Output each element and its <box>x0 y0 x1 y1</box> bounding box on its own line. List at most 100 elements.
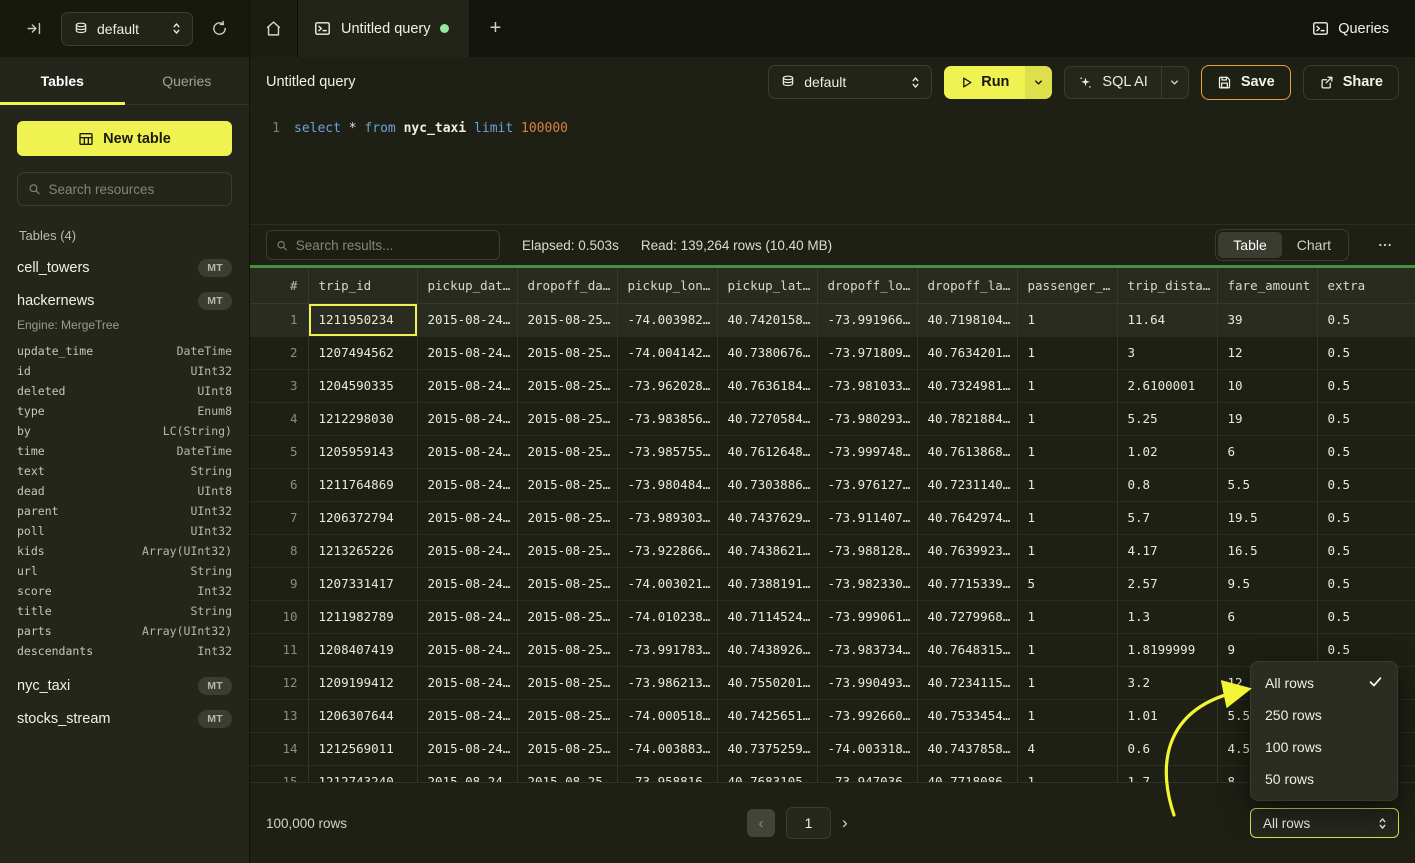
search-results-input[interactable] <box>295 237 490 253</box>
table-cell[interactable]: 4.17 <box>1117 534 1218 568</box>
sql-ai-button[interactable]: SQL AI <box>1064 65 1189 99</box>
table-cell[interactable]: 40.7648315… <box>917 633 1018 667</box>
table-cell[interactable]: 6 <box>1217 600 1318 634</box>
previous-page-button[interactable]: ‹ <box>747 809 775 837</box>
table-cell[interactable]: 40.7425651… <box>717 699 818 733</box>
table-cell[interactable]: -74.003318… <box>817 732 918 766</box>
table-cell[interactable]: -73.999748… <box>817 435 918 469</box>
table-cell[interactable]: 0.5 <box>1317 501 1415 535</box>
table-cell[interactable]: 1212298030 <box>308 402 418 436</box>
table-cell[interactable]: 40.7380676… <box>717 336 818 370</box>
table-cell[interactable]: 40.7437858… <box>917 732 1018 766</box>
table-cell[interactable]: 2015-08-25… <box>517 501 618 535</box>
table-cell[interactable]: 40.7234115… <box>917 666 1018 700</box>
table-cell[interactable]: 40.7634201… <box>917 336 1018 370</box>
table-cell[interactable]: 19.5 <box>1217 501 1318 535</box>
table-cell[interactable]: 2015-08-24… <box>417 336 518 370</box>
table-cell[interactable]: -73.983734… <box>817 633 918 667</box>
table-cell[interactable]: 0.5 <box>1317 303 1415 337</box>
table-cell[interactable]: -73.947036… <box>817 765 918 782</box>
table-cell[interactable]: 1206372794 <box>308 501 418 535</box>
table-cell[interactable]: 2015-08-24… <box>417 501 518 535</box>
table-cell[interactable]: 2015-08-25… <box>517 732 618 766</box>
table-cell[interactable]: -73.981033… <box>817 369 918 403</box>
table-cell[interactable]: 1.02 <box>1117 435 1218 469</box>
table-cell[interactable]: 1 <box>1017 534 1118 568</box>
table-cell[interactable]: 40.7324981… <box>917 369 1018 403</box>
table-cell[interactable]: 40.7375259… <box>717 732 818 766</box>
column-header[interactable]: # <box>250 268 309 304</box>
table-cell[interactable]: -74.000518… <box>617 699 718 733</box>
table-cell[interactable]: 1 <box>1017 666 1118 700</box>
table-cell[interactable]: -73.911407… <box>817 501 918 535</box>
table-cell[interactable]: 1 <box>1017 765 1118 782</box>
table-cell[interactable]: -73.992660… <box>817 699 918 733</box>
table-cell[interactable]: 2015-08-25… <box>517 468 618 502</box>
table-cell[interactable]: 40.7533454… <box>917 699 1018 733</box>
table-cell[interactable]: 11.64 <box>1117 303 1218 337</box>
table-cell[interactable]: 19 <box>1217 402 1318 436</box>
run-options-caret[interactable] <box>1025 65 1053 99</box>
home-tab[interactable] <box>250 0 298 57</box>
sql-editor[interactable]: 1 select * from nyc_taxi limit 100000 <box>250 107 1415 225</box>
table-cell[interactable]: 40.7550201… <box>717 666 818 700</box>
table-cell[interactable]: -73.980293… <box>817 402 918 436</box>
table-cell[interactable]: 1 <box>1017 435 1118 469</box>
table-cell[interactable]: 2015-08-25… <box>517 699 618 733</box>
table-cell[interactable]: 40.7198104… <box>917 303 1018 337</box>
table-cell[interactable]: 2.6100001 <box>1117 369 1218 403</box>
run-button-main[interactable]: Run <box>944 65 1026 99</box>
table-cell[interactable]: -74.003883… <box>617 732 718 766</box>
new-tab-button[interactable]: + <box>470 0 520 57</box>
table-cell[interactable]: 2015-08-25… <box>517 303 618 337</box>
table-cell[interactable]: 1 <box>1017 699 1118 733</box>
code-line[interactable]: select * from nyc_taxi limit 100000 <box>294 119 1415 224</box>
table-cell[interactable]: -73.986213… <box>617 666 718 700</box>
column-header[interactable]: dropoff_da… <box>517 268 618 304</box>
table-cell[interactable]: 39 <box>1217 303 1318 337</box>
table-cell[interactable]: -73.982330… <box>817 567 918 601</box>
tab-untitled-query[interactable]: Untitled query <box>298 0 471 57</box>
table-cell[interactable]: 2015-08-24… <box>417 567 518 601</box>
column-header[interactable]: pickup_dat… <box>417 268 518 304</box>
table-cell[interactable]: -74.004142… <box>617 336 718 370</box>
database-selector[interactable]: default <box>61 11 193 46</box>
view-tab-table[interactable]: Table <box>1218 232 1282 258</box>
table-cell[interactable]: 2015-08-25… <box>517 633 618 667</box>
table-cell[interactable]: 40.7420158… <box>717 303 818 337</box>
queries-button[interactable]: Queries <box>1312 20 1389 37</box>
view-tab-chart[interactable]: Chart <box>1282 232 1346 258</box>
table-cell[interactable]: -73.922866… <box>617 534 718 568</box>
table-cell[interactable]: -73.985755… <box>617 435 718 469</box>
table-cell[interactable]: -73.989303… <box>617 501 718 535</box>
table-cell[interactable]: 2015-08-24… <box>417 666 518 700</box>
table-cell[interactable]: 40.7612648… <box>717 435 818 469</box>
column-header[interactable]: extra <box>1317 268 1415 304</box>
table-cell[interactable]: 2.57 <box>1117 567 1218 601</box>
more-options-button[interactable] <box>1371 235 1399 255</box>
table-cell[interactable]: 1.01 <box>1117 699 1218 733</box>
table-cell[interactable]: 0.5 <box>1317 633 1415 667</box>
table-cell[interactable]: 2015-08-25… <box>517 567 618 601</box>
table-cell[interactable]: 1211950234 <box>308 303 418 337</box>
table-cell[interactable]: 40.7821884… <box>917 402 1018 436</box>
table-cell[interactable]: 1 <box>1017 369 1118 403</box>
table-cell[interactable]: -74.010238… <box>617 600 718 634</box>
table-cell[interactable]: 12 <box>1217 336 1318 370</box>
table-cell[interactable]: 0.5 <box>1317 600 1415 634</box>
rows-menu-item[interactable]: 100 rows <box>1251 731 1397 763</box>
table-cell[interactable]: 2015-08-25… <box>517 369 618 403</box>
table-cell[interactable]: 40.7683105… <box>717 765 818 782</box>
table-cell[interactable]: 1206307644 <box>308 699 418 733</box>
table-cell[interactable]: -74.003021… <box>617 567 718 601</box>
save-button[interactable]: Save <box>1200 64 1291 100</box>
table-cell[interactable]: 16.5 <box>1217 534 1318 568</box>
table-cell[interactable]: 4 <box>1017 732 1118 766</box>
run-button[interactable]: Run <box>944 65 1053 99</box>
table-cell[interactable]: 40.7438926… <box>717 633 818 667</box>
column-header[interactable]: passenger_… <box>1017 268 1118 304</box>
table-cell[interactable]: 2015-08-24… <box>417 699 518 733</box>
table-cell[interactable]: 2015-08-24… <box>417 303 518 337</box>
column-header[interactable]: pickup_lat… <box>717 268 818 304</box>
table-cell[interactable]: -73.980484… <box>617 468 718 502</box>
